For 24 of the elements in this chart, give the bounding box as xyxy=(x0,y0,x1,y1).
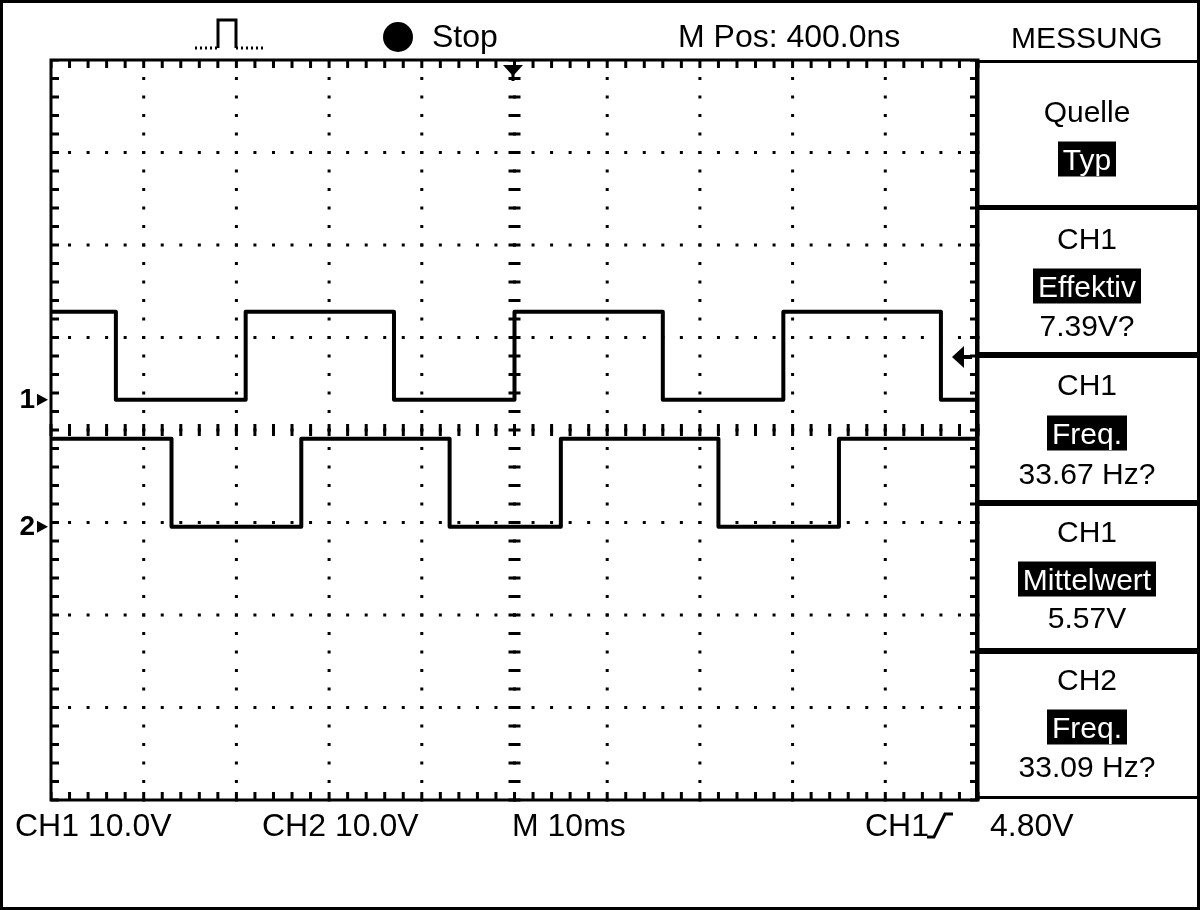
text: CH1 xyxy=(1056,367,1117,401)
text: Freq. xyxy=(1046,415,1128,451)
text: CH1 10.0V xyxy=(15,807,172,844)
text: M 10ms xyxy=(512,807,626,844)
text: M Pos: 400.0ns xyxy=(678,18,901,55)
text: CH2 10.0V xyxy=(262,807,419,844)
text: Mittelwert xyxy=(1017,561,1157,597)
legend-label: 2 xyxy=(19,510,35,542)
text: Quelle xyxy=(1043,94,1131,128)
text: 33.09 Hz? xyxy=(1018,749,1156,783)
text: CH2 xyxy=(1056,662,1117,696)
text: Stop xyxy=(432,18,498,55)
text: Freq. xyxy=(1046,709,1128,745)
text: Effektiv xyxy=(1033,268,1141,304)
text: 5.57V xyxy=(1047,600,1127,634)
text: MESSUNG xyxy=(1011,20,1163,54)
text: CH1 xyxy=(1056,221,1117,255)
legend-label: 1 xyxy=(19,383,35,415)
text: 4.80V xyxy=(990,807,1074,844)
text: CH1 xyxy=(1056,514,1117,548)
text: Typ xyxy=(1057,141,1117,177)
text: 33.67 Hz? xyxy=(1018,456,1156,490)
text: 7.39V? xyxy=(1039,308,1135,342)
text: CH1 xyxy=(865,807,930,844)
